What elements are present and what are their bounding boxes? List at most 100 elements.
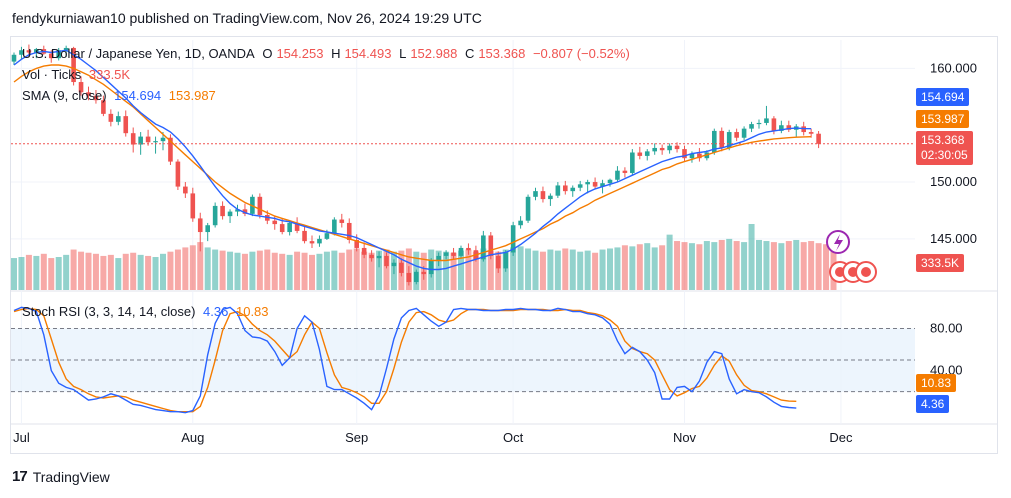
volume-bar: [92, 253, 99, 290]
candle-body: [235, 209, 240, 212]
candle-body: [279, 224, 285, 233]
candle-body: [130, 133, 136, 145]
footer-brand[interactable]: 17 TradingView: [12, 468, 110, 485]
high-value: 154.493: [344, 46, 392, 61]
candle-body: [481, 235, 486, 260]
candle-body: [339, 219, 345, 223]
volume-bar: [666, 234, 673, 290]
stoch-lines: [13, 306, 797, 414]
volume-bar: [63, 254, 70, 290]
candle-body: [808, 132, 814, 134]
volume-bar: [55, 257, 62, 290]
candle-body: [726, 132, 732, 148]
candle-body: [309, 241, 315, 244]
volume-bar: [48, 258, 55, 290]
candle-body: [332, 219, 337, 234]
candle-body: [160, 137, 166, 142]
volume-bar: [681, 242, 688, 290]
candle-body: [577, 184, 583, 188]
volume-bar: [152, 257, 159, 290]
volume-bar: [539, 251, 546, 290]
volume-bar: [361, 251, 368, 290]
volume-bar: [450, 252, 457, 290]
volume-bar: [703, 241, 710, 290]
candle-body: [212, 205, 218, 226]
volume-bar: [733, 241, 740, 290]
high-label: H: [331, 46, 341, 61]
stoch-k-tag: 4.36: [916, 395, 950, 413]
candle-body: [495, 255, 501, 269]
volume-bar: [70, 249, 77, 290]
candle-body: [443, 252, 449, 256]
candle-body: [145, 136, 151, 143]
chart-frame[interactable]: [10, 36, 998, 454]
volume-tag: 333.5K: [916, 254, 965, 272]
open-value: 154.253: [276, 46, 324, 61]
close-value: 153.368: [478, 46, 526, 61]
volume-bar: [271, 252, 278, 290]
volume-bar: [562, 248, 569, 290]
candle-body: [399, 262, 404, 273]
candle-body: [451, 252, 456, 256]
candle-body: [116, 116, 121, 122]
price-tick-label: 145.000: [930, 231, 977, 246]
candle-body: [555, 185, 561, 196]
volume-bar: [726, 238, 733, 290]
candle-body: [294, 222, 300, 231]
candle-body: [436, 255, 441, 261]
low-value: 152.988: [410, 46, 458, 61]
volume-bar: [800, 242, 807, 290]
sma-slow-price-tag: 153.987: [916, 110, 970, 128]
volume-bar: [85, 252, 92, 290]
candle-body: [615, 170, 620, 180]
stoch-band: [11, 327, 915, 393]
volume-bar: [688, 243, 695, 290]
candle-body: [317, 238, 322, 244]
volume-bar: [592, 252, 599, 290]
volume-bar: [793, 239, 800, 290]
sma-legend: SMA (9, close) 154.694 153.987: [22, 88, 220, 103]
sma-lines: [13, 49, 812, 271]
volume-bar: [212, 249, 219, 290]
volume-bar: [130, 252, 137, 290]
candle-body: [637, 152, 643, 156]
sma-fast-price-tag: 154.694: [916, 88, 970, 106]
candle-body: [585, 182, 590, 185]
candle-body: [622, 170, 628, 173]
volume-bar: [569, 249, 576, 290]
last-price: 153.368: [921, 133, 965, 147]
volume-bar: [167, 251, 174, 290]
volume-bar: [487, 250, 494, 290]
axis-labels: 145.000 150.000 160.000 40.00 80.00 Jul Aug Sep…: [13, 60, 977, 445]
volume-bar: [584, 250, 591, 290]
candle-body: [272, 220, 278, 225]
volume-label: Vol · Ticks: [22, 67, 82, 82]
volume-bar: [33, 255, 40, 290]
economic-event-dot-icon: [861, 267, 871, 277]
price-tick-label: 150.000: [930, 174, 977, 189]
candle-body: [101, 100, 106, 114]
volume-bar: [636, 244, 643, 290]
candle-body: [354, 240, 359, 248]
candle-body: [771, 118, 777, 131]
candle-body: [570, 187, 576, 192]
volume-bar: [241, 253, 248, 290]
volume-bar: [823, 244, 830, 290]
volume-legend: Vol · Ticks 333.5K: [22, 67, 134, 82]
candle-body: [376, 255, 382, 259]
candle-body: [287, 222, 292, 233]
candle-body: [168, 137, 173, 162]
volume-bar: [577, 251, 584, 290]
volume-bar: [718, 239, 725, 290]
volume-bar: [78, 251, 85, 290]
candle-body: [19, 50, 24, 55]
volume-bar: [107, 254, 114, 290]
time-tick-label: Sep: [345, 430, 368, 445]
volume-bar: [204, 247, 211, 290]
sma-label: SMA (9, close): [22, 88, 107, 103]
candle-body: [458, 247, 464, 256]
time-tick-label: Nov: [673, 430, 697, 445]
volume-bar: [696, 244, 703, 290]
time-tick-label: Dec: [829, 430, 853, 445]
